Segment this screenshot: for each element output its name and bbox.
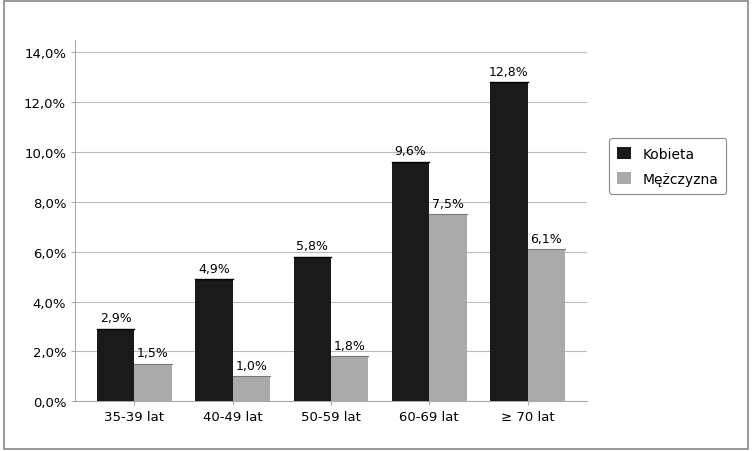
- Bar: [293, 257, 331, 401]
- Bar: [392, 162, 429, 401]
- Bar: [196, 280, 232, 401]
- Bar: [429, 215, 466, 401]
- Text: 7,5%: 7,5%: [432, 198, 464, 210]
- Text: 2,9%: 2,9%: [100, 312, 132, 325]
- Text: 5,8%: 5,8%: [296, 239, 328, 253]
- Text: 1,8%: 1,8%: [334, 339, 365, 352]
- Bar: [331, 357, 368, 401]
- Bar: [97, 329, 134, 401]
- Text: 12,8%: 12,8%: [489, 65, 529, 78]
- Bar: [528, 249, 565, 401]
- Bar: [134, 364, 171, 401]
- Text: 6,1%: 6,1%: [530, 232, 562, 245]
- Text: 1,5%: 1,5%: [137, 347, 169, 359]
- Legend: Kobieta, Mężczyzna: Kobieta, Mężczyzna: [609, 139, 726, 195]
- Bar: [490, 83, 528, 401]
- Text: 9,6%: 9,6%: [395, 145, 426, 158]
- Bar: [232, 377, 270, 401]
- Text: 4,9%: 4,9%: [198, 262, 229, 275]
- Text: 1,0%: 1,0%: [235, 359, 267, 372]
